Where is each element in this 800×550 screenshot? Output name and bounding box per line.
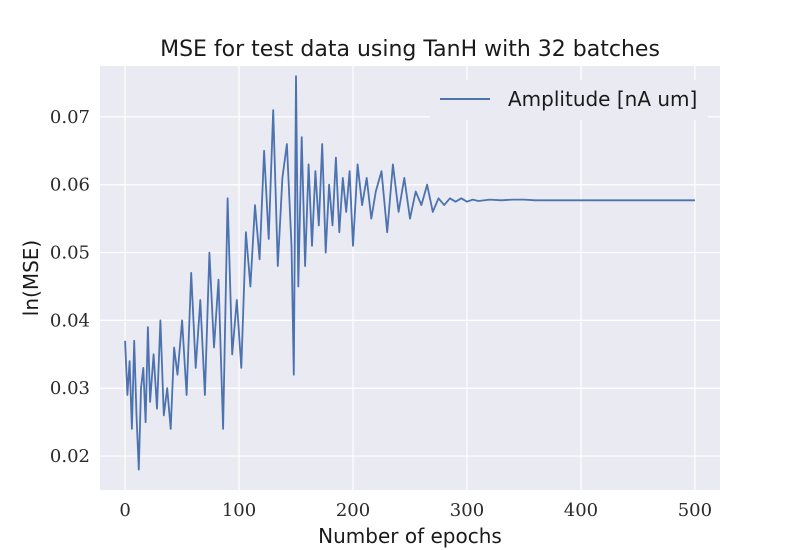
series-line	[124, 75, 695, 471]
tick-labels: 0 100 200 300 400 500 0.02 0.03 0.04 0.05 0.06 0.07	[50, 107, 712, 521]
x-tick-label: 300	[450, 500, 484, 521]
series-layer	[124, 75, 695, 471]
y-tick-label: 0.07	[50, 107, 90, 128]
x-tick-label: 100	[222, 500, 256, 521]
y-axis-label: ln(MSE)	[19, 240, 43, 316]
y-tick-label: 0.02	[50, 446, 90, 467]
legend: Amplitude [nA um]	[430, 80, 708, 120]
x-tick-label: 400	[564, 500, 598, 521]
legend-label: Amplitude [nA um]	[508, 87, 697, 111]
legend-box	[430, 80, 708, 120]
grid	[100, 66, 720, 490]
y-tick-label: 0.06	[50, 175, 90, 196]
x-tick-label: 200	[336, 500, 370, 521]
x-axis-label: Number of epochs	[318, 524, 502, 548]
y-tick-label: 0.05	[50, 243, 90, 264]
plot-area	[100, 66, 720, 490]
chart-title: MSE for test data using TanH with 32 bat…	[160, 37, 660, 62]
x-tick-label: 0	[119, 500, 130, 521]
y-tick-label: 0.04	[50, 310, 90, 331]
x-tick-label: 500	[678, 500, 712, 521]
y-tick-label: 0.03	[50, 378, 90, 399]
